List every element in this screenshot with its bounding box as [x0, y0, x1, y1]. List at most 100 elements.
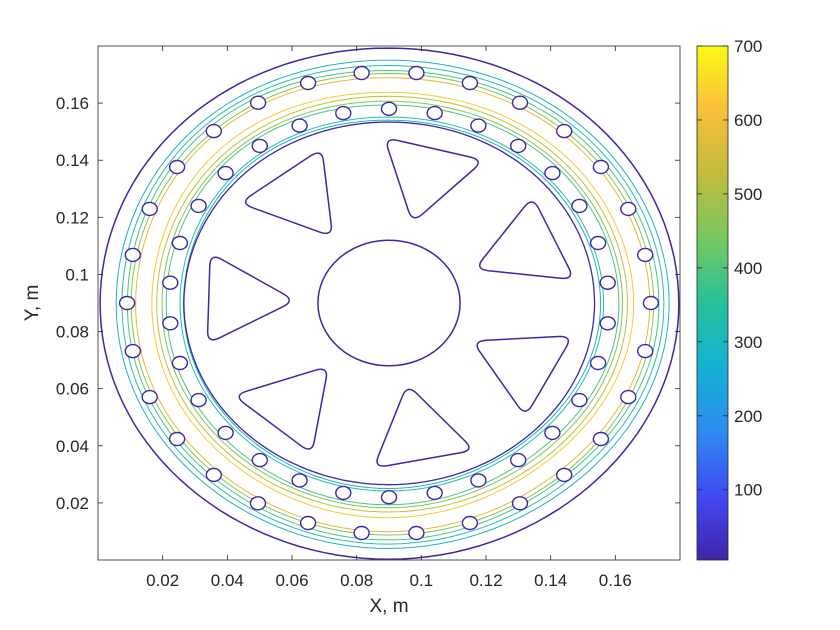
bolt-hole	[124, 343, 142, 359]
x-tick-label: 0.04	[211, 571, 244, 590]
colorbar-tick-label: 100	[734, 481, 762, 500]
bolt-hole	[162, 275, 179, 290]
bolt-hole	[408, 525, 425, 541]
bolt-hole	[556, 467, 573, 483]
bolt-hole	[353, 65, 370, 81]
x-axis-label: X, m	[369, 596, 408, 617]
bolt-hole	[556, 123, 573, 139]
bolt-hole	[335, 105, 352, 121]
colorbar-tick-label: 400	[734, 259, 762, 278]
spoke-window	[238, 368, 328, 450]
bolt-hole	[380, 490, 398, 505]
x-axis: 0.02 0.04 0.06 0.08 0.1 0.12 0.14 0.16	[146, 46, 632, 590]
outer-boundary-contour	[99, 47, 680, 561]
bolt-hole	[571, 198, 588, 214]
bolt-hole	[168, 159, 186, 175]
bolt-hole	[589, 355, 607, 371]
bolt-hole	[637, 247, 654, 263]
bolt-hole	[510, 138, 527, 154]
x-tick-label: 0.08	[340, 571, 373, 590]
x-tick-label: 0.02	[146, 571, 179, 590]
bolt-hole	[592, 431, 610, 447]
bolt-hole	[599, 275, 616, 290]
contour-plot	[99, 47, 680, 561]
y-tick-label: 0.12	[56, 208, 89, 227]
bolt-hole	[599, 316, 616, 331]
y-tick-label: 0.04	[56, 437, 89, 456]
spoke-window	[244, 152, 333, 235]
colorbar-tick-label: 300	[734, 333, 762, 352]
colorbar-tick-label: 500	[734, 185, 762, 204]
bolt-hole	[190, 392, 207, 408]
bolt-hole	[249, 95, 267, 110]
bolt-hole	[642, 295, 660, 311]
bolt-hole	[168, 431, 186, 447]
bolt-hole	[291, 473, 308, 488]
spoke-window	[376, 388, 470, 467]
bolt-hole	[461, 515, 479, 531]
bolt-hole	[620, 389, 637, 405]
bolt-hole	[124, 247, 142, 263]
y-tick-label: 0.02	[56, 494, 89, 513]
bolt-hole	[470, 118, 487, 133]
bolt-hole	[249, 496, 267, 511]
bolt-hole	[620, 201, 637, 217]
bolt-hole	[251, 138, 268, 154]
bolt-hole	[637, 343, 654, 359]
bolt-hole	[141, 389, 158, 405]
bolt-hole	[510, 452, 527, 468]
bolt-hole	[408, 65, 425, 81]
y-tick-label: 0.16	[56, 94, 89, 113]
y-tick-label: 0.1	[65, 265, 89, 284]
bolt-hole	[217, 425, 234, 441]
bolt-hole	[299, 515, 317, 531]
x-tick-label: 0.06	[275, 571, 308, 590]
bolt-hole	[353, 525, 370, 541]
bolt-hole	[141, 201, 158, 217]
bolt-hole	[544, 165, 561, 181]
isotherm-contour	[151, 91, 635, 519]
colorbar	[696, 45, 729, 561]
y-tick-label: 0.06	[56, 380, 89, 399]
bolt-hole	[380, 101, 398, 117]
bolt-hole	[205, 467, 223, 483]
bolt-hole	[571, 392, 588, 408]
spoke-window	[478, 201, 572, 280]
bolt-hole	[592, 159, 610, 175]
y-tick-label: 0.14	[56, 151, 89, 170]
y-axis: 0.02 0.04 0.06 0.08 0.1 0.12 0.14 0.16	[56, 94, 680, 513]
hub-hole	[317, 239, 461, 367]
isotherm-contour	[161, 100, 624, 509]
spoke-window	[206, 256, 290, 341]
bolt-hole	[589, 235, 607, 251]
bolt-hole	[426, 485, 443, 501]
y-axis-label: Y, m	[22, 285, 43, 322]
x-tick-label: 0.1	[410, 571, 434, 590]
isotherm-contour	[156, 95, 629, 513]
spoke-window	[386, 139, 479, 219]
y-tick-label: 0.08	[56, 323, 89, 342]
bolt-hole	[190, 198, 207, 214]
isotherm-contour	[115, 59, 670, 550]
colorbar-tick-label: 600	[734, 111, 762, 130]
bolt-hole	[171, 235, 189, 251]
bolt-hole	[162, 316, 179, 331]
spoke-window	[476, 335, 569, 412]
bolt-hole	[461, 75, 479, 91]
colorbar-tick-label: 200	[734, 407, 762, 426]
bolt-hole	[335, 485, 352, 501]
isotherm-contour	[165, 104, 620, 506]
colorbar-tick-label: 700	[734, 37, 762, 56]
bolt-hole	[511, 95, 529, 110]
x-tick-label: 0.12	[469, 571, 502, 590]
bolt-hole	[291, 118, 308, 133]
x-tick-label: 0.14	[534, 571, 567, 590]
x-tick-label: 0.16	[599, 571, 632, 590]
bolt-hole	[171, 355, 189, 371]
bolt-hole	[205, 123, 223, 139]
inner-rim-contour	[183, 121, 596, 486]
bolt-hole	[299, 75, 317, 91]
bolt-hole	[118, 295, 136, 311]
bolt-hole	[511, 496, 529, 511]
